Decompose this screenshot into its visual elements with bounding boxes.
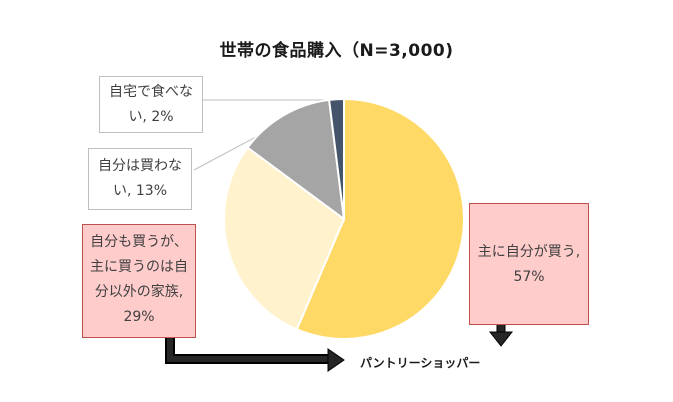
callout-no-eat-line-1: 自宅で食べな	[109, 84, 193, 100]
callout-not-buy: 自分は買わな い, 13%	[88, 148, 192, 210]
callout-not-buy-line-2: い, 13%	[112, 183, 168, 199]
callout-not-buy-line-1: 自分は買わな	[98, 158, 182, 174]
arrow-to-pantry-shopper-inner	[167, 328, 330, 362]
callout-family-line-3: 分以外の家族,	[94, 284, 184, 300]
pie-slice-family	[223, 146, 346, 331]
pie-slice-not-buy	[246, 98, 346, 222]
callout-family: 自分も買うが、 主に買うのは自 分以外の家族, 29%	[82, 224, 196, 338]
callout-family-line-2: 主に買うのは自	[90, 259, 188, 275]
pantry-shopper-label: パントリーショッパー	[360, 356, 481, 370]
callout-no-eat-line-2: い, 2%	[128, 109, 174, 125]
callout-main-self-line-2: 57%	[513, 269, 545, 285]
pie-slices	[223, 97, 465, 340]
arrow-down-head	[488, 331, 514, 347]
callout-main-self-line-1: 主に自分が買う,	[477, 244, 581, 260]
arrow-head-right	[327, 348, 345, 372]
callout-no-eat: 自宅で食べな い, 2%	[99, 76, 203, 133]
pie-slice-no-eat	[327, 97, 345, 220]
callout-family-line-1: 自分も買うが、	[90, 234, 188, 250]
pie-slice-main-self	[295, 97, 465, 340]
callout-family-line-4: 29%	[123, 309, 155, 325]
callout-main-self: 主に自分が買う, 57%	[469, 203, 589, 325]
chart-title: 世帯の食品購入（N=3,000)	[219, 41, 454, 61]
